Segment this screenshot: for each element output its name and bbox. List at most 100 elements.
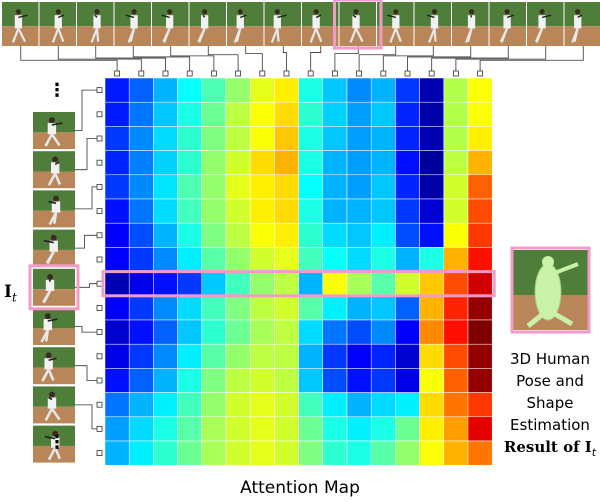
top-frame [565,2,600,46]
heatmap-cell [129,175,153,199]
heatmap-cell [420,223,444,247]
heatmap-cell [468,368,492,392]
heatmap-cell [468,417,492,441]
heatmap-cell [395,151,419,175]
heatmap-cell [420,320,444,344]
column-port [163,71,168,76]
column-port [260,71,265,76]
heatmap-cell [395,320,419,344]
heatmap-cell [202,223,226,247]
heatmap-cell [347,417,371,441]
heatmap-cell [202,102,226,126]
top-frame [77,2,114,46]
heatmap-cell [395,296,419,320]
top-frame [340,2,377,46]
column-port [478,71,483,76]
top-connector [359,46,396,73]
heatmap-cell [323,272,347,296]
column-port [187,71,192,76]
row-port [97,281,102,286]
heatmap-cell [274,175,298,199]
top-connector-lines [21,46,584,76]
row-port [97,88,102,93]
heatmap-cell [129,417,153,441]
heatmap-cell [105,320,129,344]
top-connector [58,46,141,73]
heatmap-cell [323,199,347,223]
heatmap-cell [226,296,250,320]
heatmap-cell [371,175,395,199]
heatmap-cell [323,417,347,441]
heatmap-cell [250,102,274,126]
frame-dirt [33,328,75,345]
heatmap-cell [395,441,419,465]
heatmap-cell [250,417,274,441]
heatmap-cell [420,272,444,296]
heatmap-cell [202,296,226,320]
frame-grass [227,2,264,26]
heatmap-cell [395,175,419,199]
column-port [453,71,458,76]
heatmap-cell [395,344,419,368]
player-head [49,117,55,123]
heatmap-cell [274,272,298,296]
frame-dirt [565,26,600,46]
heatmap-cell [153,175,177,199]
heatmap-cell [299,344,323,368]
row-port [97,402,102,407]
frame-dirt [33,368,75,385]
left-frame [33,386,75,423]
heatmap-cell [250,126,274,150]
heatmap-cell [347,78,371,102]
player-head [52,156,58,162]
heatmap-cell [347,126,371,150]
left-frame [33,347,75,384]
player-head [505,9,510,14]
top-frame [490,2,527,46]
heatmap-cell [226,102,250,126]
heatmap-cell [444,199,468,223]
heatmap-cell [468,78,492,102]
heatmap-cell [226,417,250,441]
heatmap-cell [444,296,468,320]
heatmap-cell [444,320,468,344]
heatmap-cell [105,368,129,392]
heatmap-cell [178,223,202,247]
player-head [432,9,437,14]
heatmap-cell [468,247,492,271]
heatmap-cell [420,199,444,223]
heatmap-cell [299,393,323,417]
heatmap-cell [129,393,153,417]
heatmap-cell [468,344,492,368]
heatmap-cell [178,175,202,199]
heatmap-cell [105,441,129,465]
player-head [469,9,474,14]
heatmap-cell [105,344,129,368]
heatmap-cell [153,151,177,175]
heatmap-cell [153,417,177,441]
heatmap-cell [420,417,444,441]
player-head [45,313,51,319]
player-leg [54,213,56,224]
heatmap-cell [129,126,153,150]
heatmap-cell [274,151,298,175]
heatmap-cell [153,441,177,465]
heatmap-cell [250,393,274,417]
frame-grass [565,2,600,26]
heatmap-cell [178,344,202,368]
heatmap-cell [105,296,129,320]
player-head [52,431,58,437]
heatmap-cell [444,78,468,102]
heatmap-cell [226,78,250,102]
heatmap-cell [178,126,202,150]
heatmap-cell [444,247,468,271]
heatmap-cell [202,247,226,271]
heatmap-cell [250,175,274,199]
heatmap-cell [226,272,250,296]
heatmap-cell [250,223,274,247]
heatmap-cell [371,126,395,150]
heatmap-cell [178,417,202,441]
heatmap-cell [444,393,468,417]
top-connector [456,46,546,73]
player-head [238,9,243,14]
